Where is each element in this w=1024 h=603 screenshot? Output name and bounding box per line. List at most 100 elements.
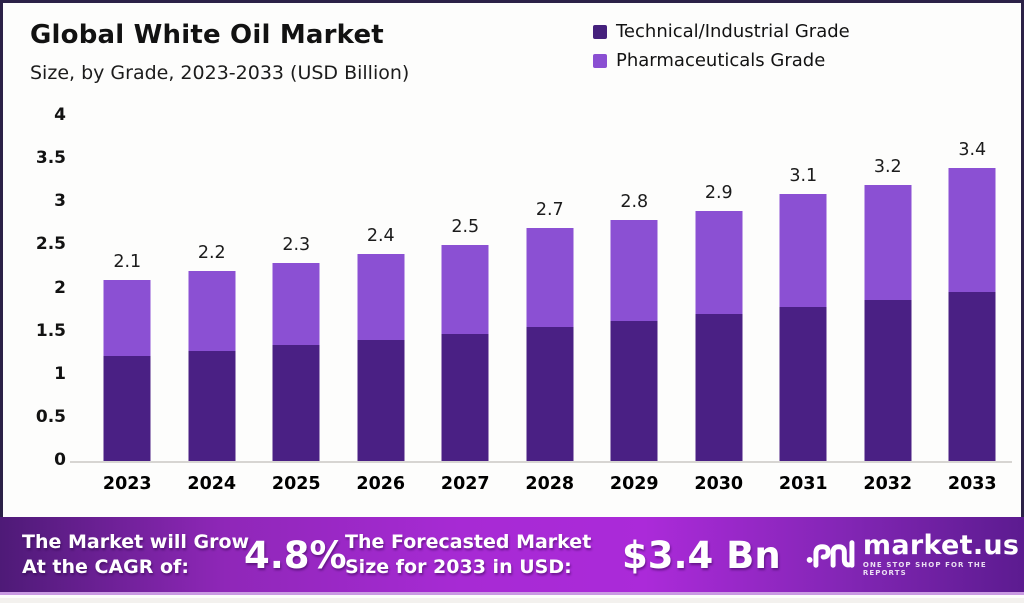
bar-group-2033: 3.4 [930,116,1015,461]
forecast-value: $3.4 Bn [622,534,781,577]
bar-total-label-2032: 3.2 [873,157,902,177]
bar-segment-2024-pharma [188,271,236,351]
bar-total-label-2033: 3.4 [958,139,987,160]
legend-item-pharma: Pharmaceuticals Grade [593,46,850,75]
y-tick-1.5: 1.5 [35,320,66,341]
page-title: Global White Oil Market [30,20,384,50]
y-tick-3.5: 3.5 [35,148,66,169]
bar-segment-2027-technical [441,334,489,461]
x-tick-2027: 2027 [440,474,490,494]
y-tick-0: 0 [54,450,66,470]
y-tick-2.5: 2.5 [35,234,66,255]
bar-segment-2032-technical [864,299,912,461]
bar-total-label-2027: 2.5 [451,217,480,238]
marketus-logo-text: market.us ONE STOP SHOP FOR THE REPORTS [863,532,1024,577]
x-tick-2033: 2033 [947,474,997,494]
bar-stack-2032 [864,185,912,461]
x-tick-2026: 2026 [356,474,406,494]
bar-segment-2029-pharma [610,219,658,322]
x-axis-baseline [70,461,1012,463]
bar-stack-2023 [103,279,151,461]
x-tick-2030: 2030 [694,474,744,494]
bar-total-label-2030: 2.9 [704,182,733,203]
bar-group-2025: 2.3 [254,116,339,461]
bar-stack-2033 [948,167,996,461]
banner-cagr-caption: The Market will Grow At the CAGR of: [22,530,249,580]
bar-segment-2031-pharma [779,193,827,308]
bar-total-label-2028: 2.7 [535,200,564,221]
y-tick-4: 4 [54,105,66,125]
banner-cagr-caption-line2: At the CAGR of: [22,556,189,578]
bar-group-2032: 3.2 [846,116,931,461]
bar-total-label-2026: 2.4 [366,226,395,246]
marketus-logo: market.us ONE STOP SHOP FOR THE REPORTS [806,531,1024,577]
bar-segment-2025-pharma [272,262,320,346]
bar-segment-2025-technical [272,345,320,461]
banner-forecast-caption-line2: Size for 2033 in USD: [345,556,572,578]
bar-segment-2027-pharma [441,245,489,335]
y-axis: 4 3.5 3 2.5 2 1.5 1 0.5 0 [0,105,66,470]
bar-group-2026: 2.4 [339,116,424,461]
y-tick-0.5: 0.5 [35,406,66,427]
bar-group-2031: 3.1 [761,116,846,461]
bar-segment-2032-pharma [864,185,912,300]
bar-group-2029: 2.8 [592,116,677,461]
bar-total-label-2023: 2.1 [113,251,142,272]
bar-segment-2030-technical [695,314,743,461]
bar-segment-2031-technical [779,307,827,461]
legend-label-pharma: Pharmaceuticals Grade [616,50,826,71]
bar-segment-2030-pharma [695,210,743,315]
bar-total-label-2025: 2.3 [282,234,311,255]
x-tick-2028: 2028 [525,474,575,494]
banner-cagr-caption-line1: The Market will Grow [22,531,250,553]
x-tick-2025: 2025 [271,474,321,494]
x-tick-2031: 2031 [778,474,828,494]
bar-segment-2026-technical [357,340,405,461]
marketus-logo-name: market.us [862,529,1020,561]
bar-group-2028: 2.7 [508,116,593,461]
bottom-strip [0,598,1024,603]
bar-segment-2024-technical [188,350,236,461]
y-tick-3: 3 [54,191,66,212]
bar-total-label-2024: 2.2 [197,243,226,264]
bar-stack-2025 [272,262,320,461]
bar-segment-2028-pharma [526,228,574,328]
bar-group-2023: 2.1 [85,116,170,461]
bar-segment-2026-pharma [357,254,405,341]
bar-total-label-2029: 2.8 [620,191,649,212]
bar-chart-plot: 2.1 2.2 2.3 2.4 2.5 2.7 2.8 2.9 3.1 3.2 3.4 [85,116,1015,461]
bar-stack-2029 [610,219,658,461]
banner-forecast-caption: The Forecasted Market Size for 2033 in U… [345,530,591,580]
page-subtitle: Size, by Grade, 2023-2033 (USD Billion) [30,62,410,84]
y-tick-1: 1 [54,363,66,384]
bar-total-label-2031: 3.1 [789,165,818,186]
legend: Technical/Industrial Grade Pharmaceutica… [593,17,850,75]
legend-item-technical: Technical/Industrial Grade [593,17,850,46]
bar-group-2030: 2.9 [677,116,762,461]
bar-segment-2023-technical [103,355,151,461]
marketus-logo-tagline: ONE STOP SHOP FOR THE REPORTS [862,560,987,577]
x-axis-labels: 2023 2024 2025 2026 2027 2028 2029 2030 2031 2032… [85,474,1015,494]
banner-forecast-caption-line1: The Forecasted Market [345,531,592,553]
bar-segment-2033-technical [948,291,996,461]
marketus-logo-icon [806,540,855,568]
bar-stack-2028 [526,228,574,461]
legend-swatch-pharma [593,53,607,68]
bar-stack-2030 [695,210,743,461]
bar-group-2027: 2.5 [423,116,508,461]
x-tick-2029: 2029 [609,474,659,494]
bar-group-2024: 2.2 [170,116,255,461]
x-tick-2023: 2023 [102,474,152,494]
bar-stack-2026 [357,254,405,461]
bar-segment-2023-pharma [103,279,151,356]
bar-segment-2029-technical [610,321,658,461]
y-tick-2: 2 [54,277,66,298]
bar-stack-2031 [779,193,827,461]
cagr-banner: The Market will Grow At the CAGR of: 4.8… [0,517,1024,595]
bar-segment-2033-pharma [948,167,996,292]
bar-stack-2024 [188,271,236,461]
x-tick-2032: 2032 [863,474,913,494]
legend-swatch-technical [593,24,607,39]
bar-stack-2027 [441,245,489,461]
